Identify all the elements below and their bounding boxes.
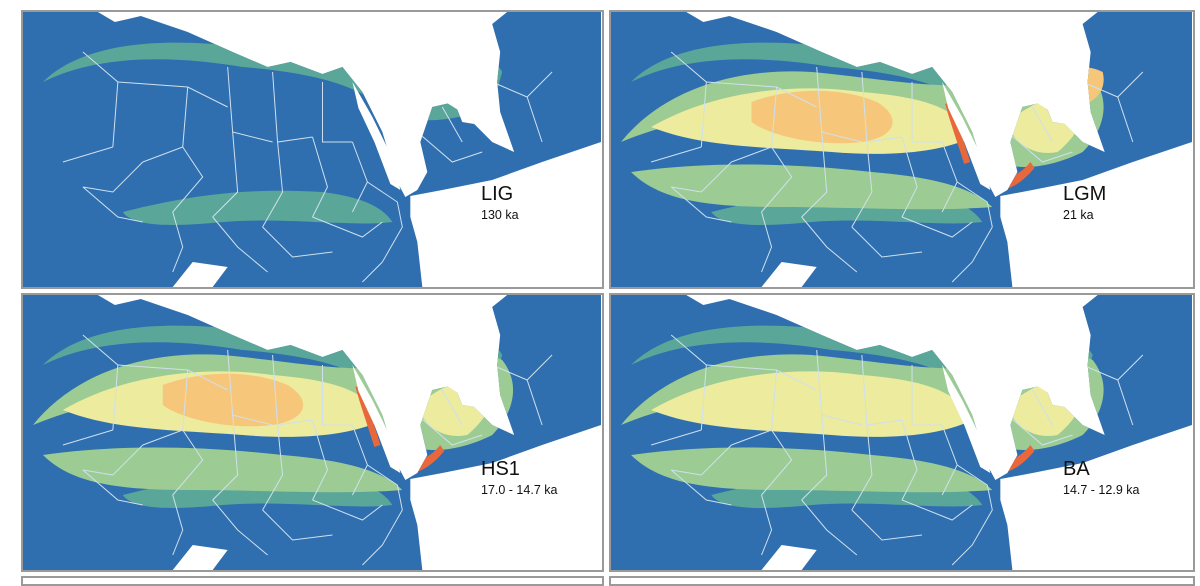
water-body [1000, 425, 1192, 570]
period-age-lig: 130 ka [481, 208, 519, 222]
map-panel-ba: BA 14.7 - 12.9 ka [609, 293, 1195, 572]
water-body [442, 92, 485, 124]
map-panel-partial-left [21, 576, 604, 586]
water-body [172, 262, 228, 287]
map-panel-hs1: HS1 17.0 - 14.7 ka [21, 293, 604, 572]
map-ba [611, 295, 1193, 570]
water-body [352, 365, 401, 473]
aridity-zone-hyper-arid [162, 373, 304, 427]
aridity-zone-semi-humid [122, 190, 393, 225]
aridity-zone-semi-arid [42, 447, 403, 493]
water-body [410, 425, 602, 570]
country-borders [650, 334, 1144, 566]
water-body [1000, 142, 1192, 287]
aridity-zone-extreme [355, 385, 381, 447]
map-panel-partial-right [609, 576, 1195, 586]
period-age-lgm: 21 ka [1063, 208, 1094, 222]
map-lgm [611, 12, 1193, 287]
panel-label-lig: LIG 130 ka [481, 184, 519, 222]
period-name-ba: BA [1063, 458, 1090, 480]
water-body [172, 545, 228, 570]
period-name-lig: LIG [481, 183, 514, 205]
period-name-lgm: LGM [1063, 183, 1107, 205]
panel-label-ba: BA 14.7 - 12.9 ka [1063, 459, 1139, 497]
country-borders [62, 334, 553, 566]
water-body [1032, 92, 1075, 124]
water-body [442, 375, 485, 407]
aridity-zone-semi-arid [631, 164, 993, 210]
map-hs1 [23, 295, 602, 570]
period-age-ba: 14.7 - 12.9 ka [1063, 483, 1140, 497]
water-body [761, 545, 817, 570]
water-body [352, 82, 401, 190]
map-panel-lig: LIG 130 ka [21, 10, 604, 289]
country-borders [650, 51, 1144, 283]
panel-label-hs1: HS1 17.0 - 14.7 ka [481, 459, 557, 497]
map-panel-lgm: LGM 21 ka [609, 10, 1195, 289]
period-age-hs1: 17.0 - 14.7 ka [481, 483, 558, 497]
water-body [1032, 375, 1075, 407]
period-name-hs1: HS1 [481, 458, 520, 480]
panel-label-lgm: LGM 21 ka [1063, 184, 1106, 222]
country-borders [62, 51, 553, 283]
map-lig [23, 12, 602, 287]
aridity-zone-semi-arid [631, 447, 993, 493]
water-body [942, 82, 991, 190]
water-body [410, 142, 602, 287]
water-body [761, 262, 817, 287]
water-body [942, 365, 991, 473]
aridity-zone-extreme [945, 102, 971, 164]
aridity-zone-arid [651, 371, 973, 437]
aridity-zone-hyper-arid [751, 90, 893, 144]
